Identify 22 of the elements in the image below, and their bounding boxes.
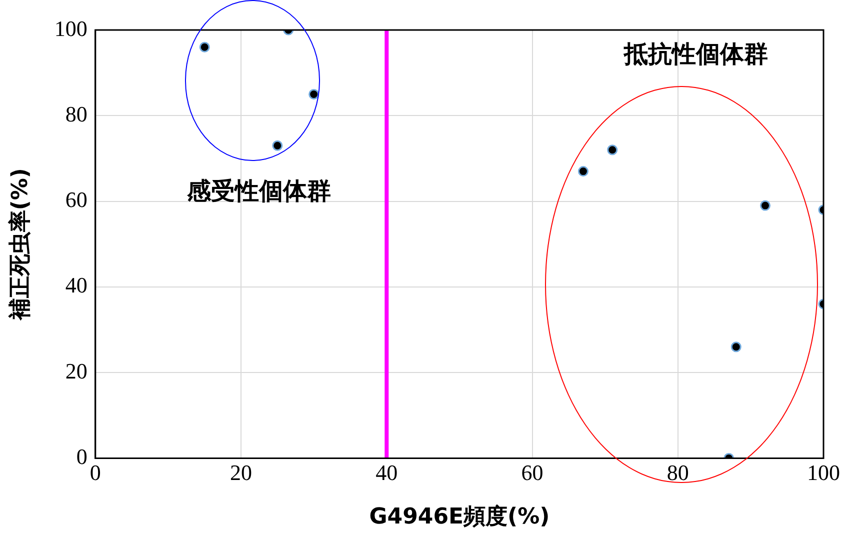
y-tick-label: 0	[76, 444, 88, 469]
x-axis-title: G4946E頻度(%)	[369, 504, 550, 530]
y-tick-label: 80	[65, 101, 88, 126]
annotation: 抵抗性個体群	[623, 40, 768, 68]
point	[730, 342, 742, 352]
point	[308, 88, 320, 100]
point	[272, 140, 283, 151]
y-tick-label: 20	[65, 358, 88, 384]
point	[607, 144, 618, 156]
x-tick-label: 80	[666, 460, 689, 486]
annotation: 感受性個体群	[186, 176, 332, 205]
y-axis-title: 補正死虫率(%)	[6, 168, 33, 322]
x-tick-label: 60	[521, 460, 544, 486]
point	[760, 200, 770, 211]
y-tick-label: 40	[65, 272, 88, 298]
x-tick-label: 40	[376, 460, 398, 486]
point	[199, 42, 210, 52]
y-tick-label: 60	[65, 187, 88, 212]
point	[578, 166, 588, 177]
y-tick-label: 100	[54, 16, 88, 41]
x-tick-label: 20	[230, 460, 252, 486]
x-tick-label: 100	[807, 460, 840, 486]
